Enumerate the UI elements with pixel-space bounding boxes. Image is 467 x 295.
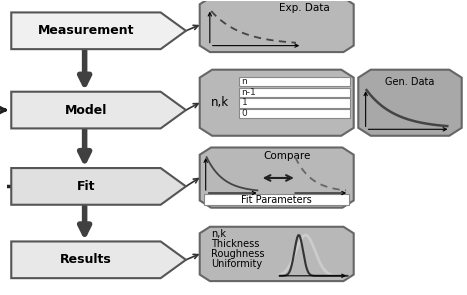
FancyBboxPatch shape — [239, 109, 350, 118]
Text: Exp. Data: Exp. Data — [279, 3, 330, 12]
Text: n,k: n,k — [211, 230, 226, 239]
Text: Fit: Fit — [77, 180, 95, 193]
FancyBboxPatch shape — [205, 194, 349, 205]
Text: Results: Results — [60, 253, 112, 266]
FancyBboxPatch shape — [239, 88, 350, 97]
Text: n,k: n,k — [211, 96, 229, 109]
Text: Roughness: Roughness — [211, 249, 265, 259]
Polygon shape — [358, 70, 462, 136]
Text: Thickness: Thickness — [211, 239, 260, 249]
Text: 0: 0 — [241, 109, 248, 118]
Polygon shape — [11, 241, 186, 278]
Text: Compare: Compare — [264, 151, 311, 161]
FancyBboxPatch shape — [239, 77, 350, 86]
Polygon shape — [200, 227, 354, 281]
Polygon shape — [11, 168, 186, 205]
FancyBboxPatch shape — [239, 98, 350, 108]
Polygon shape — [200, 148, 354, 208]
Text: n-1: n-1 — [241, 88, 256, 97]
Text: 1: 1 — [241, 98, 248, 107]
Text: Fit Parameters: Fit Parameters — [241, 195, 312, 205]
Text: Gen. Data: Gen. Data — [385, 77, 435, 87]
Polygon shape — [200, 0, 354, 52]
Text: Measurement: Measurement — [38, 24, 134, 37]
Polygon shape — [11, 92, 186, 128]
Text: n: n — [241, 77, 248, 86]
Text: Model: Model — [65, 104, 107, 117]
Polygon shape — [11, 12, 186, 49]
Polygon shape — [200, 70, 354, 136]
Text: Uniformity: Uniformity — [211, 259, 262, 269]
